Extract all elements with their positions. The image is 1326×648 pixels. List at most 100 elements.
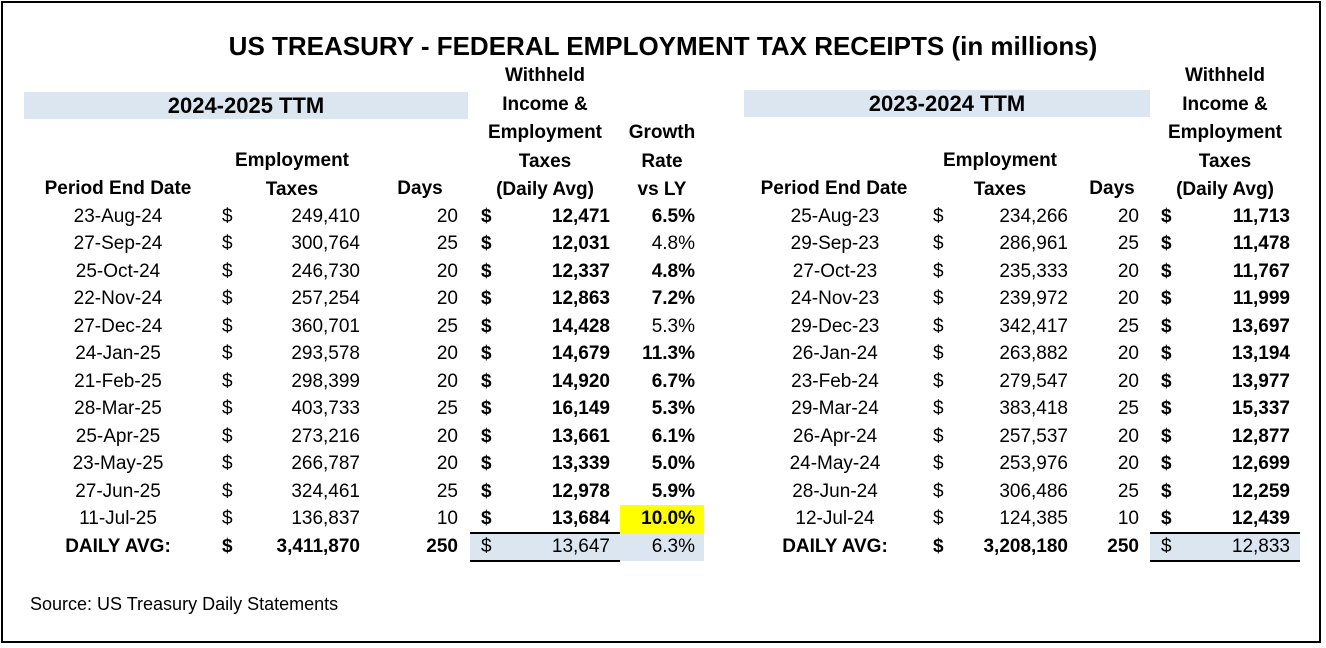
left-row-days: 20 bbox=[436, 205, 458, 227]
left-row-avg: 12,863 bbox=[551, 288, 610, 309]
left-header-employment: Employment Taxes bbox=[234, 150, 350, 200]
left-row-avg: 16,149 bbox=[551, 398, 610, 419]
table-row: 28-Mar-25 $403,733 25 $16,149 5.3% 29-Mar-24 $… bbox=[0, 395, 1326, 423]
right-total-label: DAILY AVG: bbox=[782, 536, 888, 557]
left-total-taxes-currency: $ bbox=[222, 536, 233, 557]
right-row-days: 20 bbox=[1117, 425, 1139, 447]
left-row-avg: 12,337 bbox=[551, 260, 610, 282]
left-row-growth: 7.2% bbox=[651, 288, 695, 309]
right-row-taxes-currency: $ bbox=[933, 480, 944, 502]
right-row-taxes: 279,547 bbox=[999, 370, 1068, 392]
left-row-avg: 12,471 bbox=[551, 205, 610, 227]
left-row-taxes-currency: $ bbox=[222, 260, 233, 282]
right-row-taxes: 235,333 bbox=[999, 260, 1068, 282]
left-row-avg: 13,661 bbox=[551, 425, 610, 447]
left-row-days: 10 bbox=[436, 508, 458, 529]
right-row-taxes: 286,961 bbox=[999, 233, 1068, 254]
left-row-days: 25 bbox=[436, 398, 458, 419]
right-row-date: 28-Jun-24 bbox=[792, 480, 878, 502]
left-row-taxes: 249,410 bbox=[291, 205, 360, 227]
left-row-days: 20 bbox=[436, 425, 458, 447]
left-row-date: 27-Jun-25 bbox=[75, 480, 161, 502]
right-row-date: 24-May-24 bbox=[789, 453, 881, 474]
left-row-date: 25-Oct-24 bbox=[75, 260, 161, 282]
left-total-label: DAILY AVG: bbox=[65, 536, 171, 557]
left-row-taxes: 273,216 bbox=[291, 425, 360, 447]
left-row-growth: 5.9% bbox=[651, 480, 695, 502]
right-row-taxes-currency: $ bbox=[933, 205, 944, 227]
left-row-taxes-currency: $ bbox=[222, 480, 233, 502]
left-row-avg-currency: $ bbox=[481, 233, 492, 254]
left-total-avg-currency: $ bbox=[481, 536, 492, 557]
right-row-date: 12-Jul-24 bbox=[795, 508, 875, 529]
left-row-avg: 13,339 bbox=[551, 453, 610, 474]
right-row-days: 20 bbox=[1117, 370, 1139, 392]
right-row-days: 25 bbox=[1117, 398, 1139, 419]
left-row-avg-currency: $ bbox=[481, 398, 492, 419]
left-row-days: 20 bbox=[436, 260, 458, 282]
right-header-period: Period End Date bbox=[760, 178, 908, 199]
right-row-date: 26-Apr-24 bbox=[792, 425, 878, 447]
left-row-avg-currency: $ bbox=[481, 480, 492, 502]
table-row: 23-Aug-24 $249,410 20 $12,471 6.5% 25-Aug-23 $… bbox=[0, 203, 1326, 231]
left-row-taxes: 257,254 bbox=[291, 288, 360, 309]
right-period-band: 2023-2024 TTM bbox=[744, 90, 1150, 117]
right-row-taxes: 234,266 bbox=[999, 205, 1068, 227]
left-row-avg: 14,920 bbox=[551, 370, 610, 392]
right-row-avg: 11,999 bbox=[1232, 288, 1290, 309]
left-total-taxes: 3,411,870 bbox=[276, 536, 360, 557]
left-row-taxes: 136,837 bbox=[291, 508, 360, 529]
right-row-avg: 12,699 bbox=[1231, 453, 1290, 474]
right-row-date: 29-Sep-23 bbox=[790, 233, 880, 254]
total-row: DAILY AVG: $ 3,411,870 250 $ 13,647 6.3%… bbox=[0, 533, 1326, 561]
right-row-taxes: 257,537 bbox=[999, 425, 1068, 447]
left-row-days: 25 bbox=[436, 480, 458, 502]
left-row-taxes-currency: $ bbox=[222, 288, 233, 309]
left-row-growth: 10.0% bbox=[620, 505, 704, 533]
right-row-days: 25 bbox=[1117, 315, 1139, 337]
left-row-days: 20 bbox=[436, 370, 458, 392]
left-row-taxes: 403,733 bbox=[291, 398, 360, 419]
table-row: 24-Jan-25 $293,578 20 $14,679 11.3% 26-Jan-24… bbox=[0, 340, 1326, 368]
right-row-taxes: 263,882 bbox=[999, 343, 1068, 364]
left-total-fill bbox=[470, 533, 620, 561]
right-row-avg: 11,713 bbox=[1232, 205, 1290, 227]
right-total-taxes-currency: $ bbox=[933, 536, 944, 557]
right-total-days: 250 bbox=[1107, 536, 1139, 557]
right-row-avg: 11,767 bbox=[1232, 260, 1290, 282]
right-row-avg-currency: $ bbox=[1161, 315, 1172, 337]
left-row-taxes-currency: $ bbox=[222, 425, 233, 447]
left-row-taxes: 266,787 bbox=[291, 453, 360, 474]
right-row-taxes-currency: $ bbox=[933, 425, 944, 447]
right-row-taxes-currency: $ bbox=[933, 233, 944, 254]
left-row-days: 20 bbox=[436, 288, 458, 309]
left-row-avg-currency: $ bbox=[481, 425, 492, 447]
left-row-taxes-currency: $ bbox=[222, 453, 233, 474]
left-row-growth: 4.8% bbox=[651, 233, 695, 254]
right-row-avg-currency: $ bbox=[1161, 343, 1172, 364]
right-row-date: 27-Oct-23 bbox=[792, 260, 878, 282]
left-row-date: 23-May-25 bbox=[72, 453, 164, 474]
left-row-taxes: 360,701 bbox=[291, 315, 360, 337]
left-row-growth: 11.3% bbox=[642, 343, 695, 364]
left-row-avg-currency: $ bbox=[481, 260, 492, 282]
left-row-avg-currency: $ bbox=[481, 288, 492, 309]
right-row-taxes-currency: $ bbox=[933, 343, 944, 364]
left-row-avg: 14,428 bbox=[551, 315, 610, 337]
right-row-days: 10 bbox=[1117, 508, 1139, 529]
left-row-growth: 6.5% bbox=[651, 205, 695, 227]
left-row-date: 27-Dec-24 bbox=[73, 315, 163, 337]
left-row-taxes-currency: $ bbox=[222, 398, 233, 419]
right-row-avg: 12,877 bbox=[1231, 425, 1290, 447]
right-row-taxes: 306,486 bbox=[999, 480, 1068, 502]
right-row-days: 25 bbox=[1117, 480, 1139, 502]
left-row-avg-currency: $ bbox=[481, 370, 492, 392]
left-row-avg-currency: $ bbox=[481, 453, 492, 474]
page-title: US TREASURY - FEDERAL EMPLOYMENT TAX REC… bbox=[228, 31, 1098, 61]
table-row: 21-Feb-25 $298,399 20 $14,920 6.7% 23-Feb-24 $… bbox=[0, 368, 1326, 396]
left-row-taxes: 298,399 bbox=[291, 370, 360, 392]
right-row-taxes: 253,976 bbox=[999, 453, 1068, 474]
table-row: 27-Jun-25 $324,461 25 $12,978 5.9% 28-Jun-24 $… bbox=[0, 478, 1326, 506]
left-row-date: 27-Sep-24 bbox=[73, 233, 163, 254]
